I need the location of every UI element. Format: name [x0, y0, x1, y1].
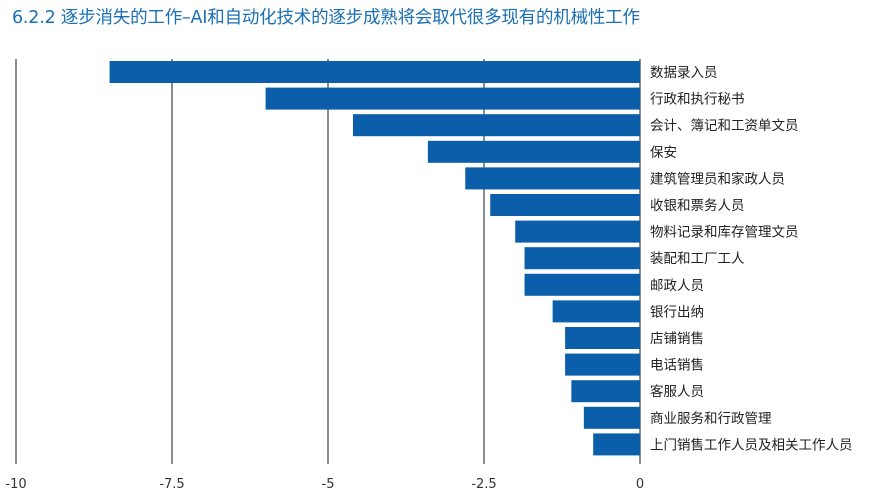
category-label: 收银和票务人员 [650, 198, 745, 214]
category-label: 银行出纳 [650, 304, 704, 320]
bar [109, 61, 641, 83]
bar [593, 433, 640, 456]
category-label: 建筑管理员和家政人员 [650, 170, 785, 187]
bar [571, 380, 640, 403]
bar [565, 327, 640, 349]
category-label: 邮政人员 [650, 278, 704, 294]
category-label: 数据录入员 [650, 65, 718, 81]
bar [352, 114, 640, 137]
chart-title: 6.2.2 逐步消失的工作–AI和自动化技术的逐步成熟将会取代很多现有的机械性工… [12, 8, 640, 28]
bar [524, 247, 640, 270]
category-label: 商业服务和行政管理 [650, 411, 772, 427]
category-label: 装配和工厂工人 [650, 251, 745, 267]
bar [565, 353, 640, 376]
bar [552, 300, 640, 323]
category-label: 店铺销售 [650, 331, 704, 347]
category-labels: 数据录入员行政和执行秘书会计、簿记和工资单文员保安建筑管理员和家政人员收银和票务… [650, 65, 853, 453]
category-label: 电话销售 [650, 358, 704, 374]
x-tick-label: -5 [322, 477, 335, 492]
category-label: 上门销售工作人员及相关工作人员 [650, 437, 853, 453]
x-tick-label: -2.5 [471, 477, 496, 492]
x-tick-label: 0 [636, 477, 644, 492]
category-label: 行政和执行秘书 [650, 92, 745, 108]
bar [427, 140, 640, 163]
x-tick-label: -10 [5, 477, 26, 492]
bar [465, 167, 640, 190]
bars [109, 61, 641, 456]
category-label: 会计、簿记和工资单文员 [650, 118, 799, 134]
category-label: 保安 [650, 145, 677, 161]
category-label: 客服人员 [650, 383, 704, 400]
x-tick-label: -7.5 [159, 477, 184, 492]
bar [583, 406, 640, 429]
bar [490, 194, 640, 216]
bar [265, 87, 640, 110]
bar [524, 273, 640, 296]
category-label: 物料记录和库存管理文员 [650, 225, 799, 241]
bar [515, 220, 640, 243]
x-axis-ticks: -10 -7.5 -5 -2.5 0 [5, 477, 644, 492]
